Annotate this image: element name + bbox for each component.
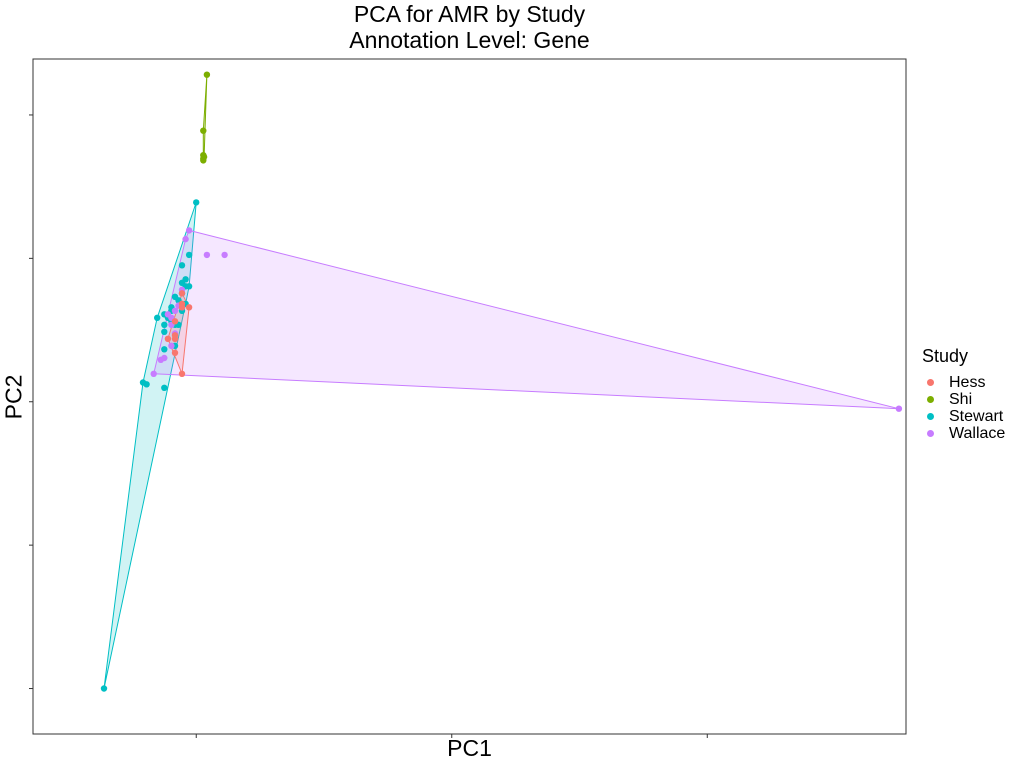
legend-item-stewart: Stewart <box>922 408 1005 425</box>
legend-key-shi <box>922 391 939 408</box>
point-wallace <box>182 235 189 243</box>
point-stewart <box>161 384 168 391</box>
point-wallace <box>185 227 193 234</box>
ticks-layer <box>29 114 708 738</box>
point-shi <box>203 71 211 78</box>
legend-dot-shi <box>927 396 934 403</box>
legend-dot-wallace <box>927 430 934 437</box>
legend-label-shi: Shi <box>949 390 973 408</box>
point-shi <box>200 153 208 161</box>
legend-label-hess: Hess <box>949 373 986 391</box>
point-stewart <box>100 685 108 692</box>
point-hess <box>164 335 172 342</box>
point-stewart <box>161 321 168 328</box>
legend-item-wallace: Wallace <box>922 425 1005 442</box>
legend-key-stewart <box>922 408 939 425</box>
legend-key-hess <box>922 374 939 391</box>
legend-item-shi: Shi <box>922 391 1005 408</box>
point-stewart <box>185 283 193 290</box>
point-wallace <box>150 370 157 377</box>
point-stewart <box>161 346 168 353</box>
point-hess <box>171 318 179 325</box>
point-hess <box>185 304 193 311</box>
point-wallace <box>203 251 211 259</box>
point-stewart <box>178 262 186 269</box>
point-hess <box>171 335 179 342</box>
point-hess <box>178 290 186 297</box>
points-layer <box>100 71 903 692</box>
point-wallace <box>161 354 168 362</box>
y-axis-label: PC2 <box>0 374 27 420</box>
legend-key-wallace <box>922 425 939 442</box>
point-hess <box>178 370 186 377</box>
point-wallace <box>221 251 228 259</box>
legend: Study Hess Shi Stewart Wallace <box>922 346 1005 442</box>
point-stewart <box>193 199 200 206</box>
point-shi <box>200 127 207 134</box>
legend-label-wallace: Wallace <box>949 424 1006 442</box>
legend-dot-stewart <box>927 413 934 420</box>
legend-item-hess: Hess <box>922 374 1005 391</box>
chart-subtitle: Annotation Level: Gene <box>349 27 590 53</box>
point-wallace <box>168 342 175 349</box>
point-stewart <box>154 314 161 321</box>
point-wallace <box>895 405 903 412</box>
point-stewart <box>171 293 179 300</box>
point-hess <box>178 304 186 311</box>
point-stewart <box>161 328 168 335</box>
point-stewart <box>185 251 193 259</box>
chart-title: PCA for AMR by Study <box>353 1 586 27</box>
x-axis-label: PC1 <box>447 735 492 761</box>
point-hess <box>171 349 179 356</box>
legend-label-stewart: Stewart <box>949 407 1004 425</box>
legend-dot-hess <box>927 379 934 386</box>
point-stewart <box>139 379 147 386</box>
legend-title: Study <box>922 346 969 366</box>
point-wallace <box>171 307 179 314</box>
plot-panel-border <box>32 58 907 735</box>
